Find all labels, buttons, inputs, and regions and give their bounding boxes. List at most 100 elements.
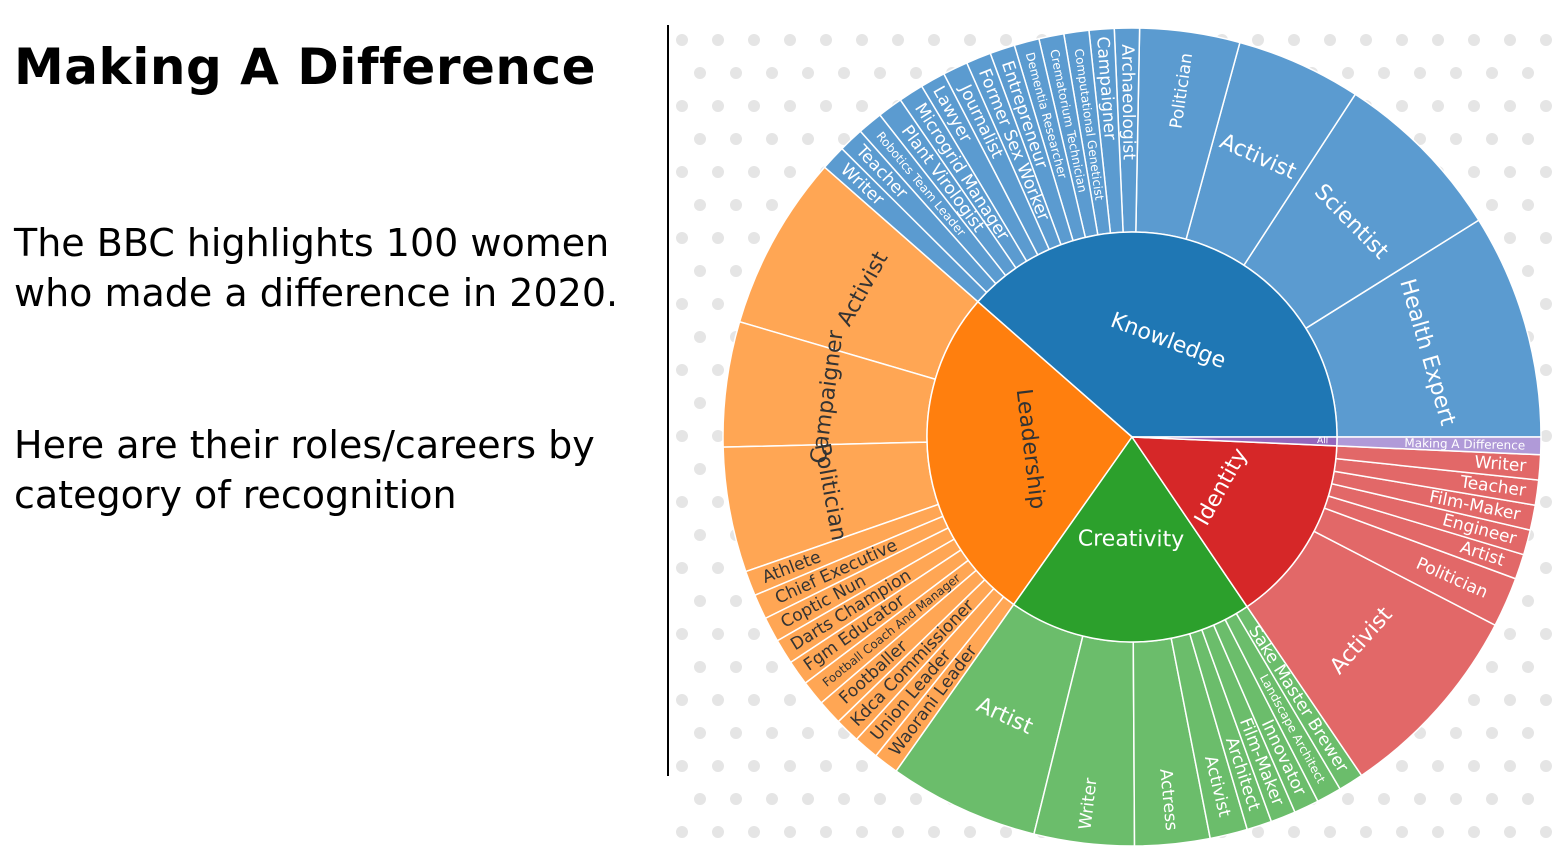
background-dot (802, 133, 814, 145)
background-dot (766, 727, 778, 739)
category-slice-leadership[interactable] (926, 300, 1134, 606)
background-dot (694, 793, 706, 805)
background-dot (1540, 166, 1552, 178)
background-dot (748, 760, 760, 772)
background-dot (1468, 166, 1480, 178)
background-dot (1504, 166, 1516, 178)
background-dot (694, 265, 706, 277)
background-dot (784, 694, 796, 706)
background-dot (748, 34, 760, 46)
background-dot (694, 397, 706, 409)
background-dot (1288, 34, 1300, 46)
background-dot (1540, 628, 1552, 640)
background-dot (802, 727, 814, 739)
background-dot (694, 661, 706, 673)
background-dot (1396, 34, 1408, 46)
background-dot (1432, 826, 1444, 838)
intro-paragraph: The BBC highlights 100 women who made a … (14, 221, 619, 315)
background-dot (694, 529, 706, 541)
background-dot (712, 166, 724, 178)
background-dot (1540, 694, 1552, 706)
background-dot (1450, 793, 1462, 805)
background-dot (766, 199, 778, 211)
category-slice-all[interactable] (1131, 436, 1338, 447)
background-dot (712, 760, 724, 772)
background-dot (730, 793, 742, 805)
background-dot (964, 826, 976, 838)
background-dot (694, 331, 706, 343)
category-slice-identity[interactable] (1130, 436, 1338, 608)
background-dot (1504, 628, 1516, 640)
background-dot (1540, 496, 1552, 508)
background-dot (1396, 100, 1408, 112)
background-dot (676, 760, 688, 772)
background-dot (964, 34, 976, 46)
background-dot (802, 793, 814, 805)
background-dot (1504, 826, 1516, 838)
background-dot (928, 826, 940, 838)
background-dot (1540, 760, 1552, 772)
background-dot (1324, 34, 1336, 46)
background-dot (838, 67, 850, 79)
vertical-divider (667, 25, 669, 776)
background-dot (1504, 34, 1516, 46)
background-dot (712, 100, 724, 112)
background-dot (730, 595, 742, 607)
background-dot (784, 760, 796, 772)
background-dot (1522, 133, 1534, 145)
background-dot (1522, 67, 1534, 79)
background-dot (1450, 67, 1462, 79)
background-dot (1414, 793, 1426, 805)
background-dot (1396, 826, 1408, 838)
background-dot (1468, 694, 1480, 706)
background-dot (730, 265, 742, 277)
background-dot (712, 694, 724, 706)
background-dot (676, 628, 688, 640)
background-dot (748, 232, 760, 244)
background-dot (712, 232, 724, 244)
background-dot (874, 67, 886, 79)
background-dot (1522, 727, 1534, 739)
background-dot (1324, 826, 1336, 838)
background-dot (1432, 34, 1444, 46)
background-dot (1396, 760, 1408, 772)
background-dot (856, 100, 868, 112)
background-dot (676, 232, 688, 244)
page-title: Making A Difference (14, 38, 597, 96)
description-paragraph: Here are their roles/careers by category… (14, 423, 595, 517)
background-dot (676, 694, 688, 706)
background-dot (730, 199, 742, 211)
background-dot (694, 199, 706, 211)
background-dot (1486, 199, 1498, 211)
category-slice-knowledge[interactable] (976, 231, 1338, 438)
background-dot (766, 661, 778, 673)
background-dot (694, 463, 706, 475)
background-dot (676, 826, 688, 838)
background-dot (1522, 265, 1534, 277)
background-dot (748, 694, 760, 706)
category-label-all: All (1317, 436, 1328, 446)
background-dot (676, 298, 688, 310)
background-dot (820, 760, 832, 772)
background-dot (712, 34, 724, 46)
background-dot (856, 826, 868, 838)
background-dot (676, 166, 688, 178)
background-dot (1540, 298, 1552, 310)
background-dot (802, 67, 814, 79)
background-dot (820, 34, 832, 46)
category-slice-creativity[interactable] (1012, 435, 1249, 643)
background-dot (1486, 727, 1498, 739)
background-dot (1252, 34, 1264, 46)
background-dot (1540, 430, 1552, 442)
background-dot (748, 628, 760, 640)
background-dot (766, 67, 778, 79)
inner-ring (926, 231, 1338, 643)
background-dot (730, 133, 742, 145)
background-dot (1360, 826, 1372, 838)
background-dot (748, 100, 760, 112)
background-dot (1432, 760, 1444, 772)
background-dot (1522, 661, 1534, 673)
background-dot (748, 826, 760, 838)
background-dot (1000, 826, 1012, 838)
background-dot (1486, 661, 1498, 673)
